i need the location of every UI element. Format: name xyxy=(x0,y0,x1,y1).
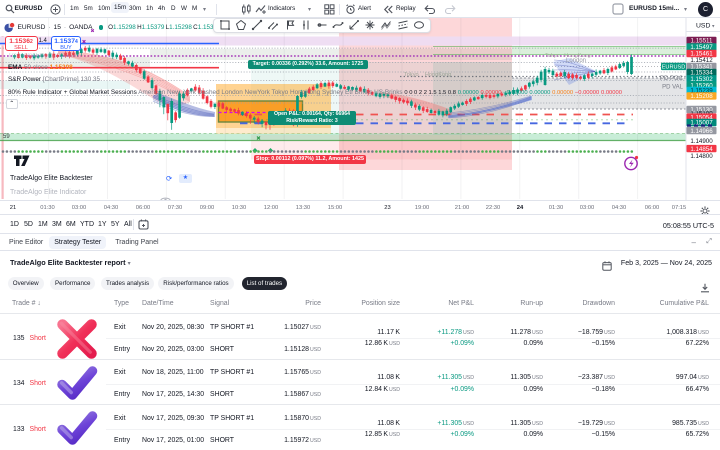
svg-text:1.14966: 1.14966 xyxy=(690,128,713,135)
svg-text:1.15461: 1.15461 xyxy=(690,51,713,58)
svg-text:1.15341: 1.15341 xyxy=(690,64,713,71)
svg-text:1.15302: 1.15302 xyxy=(690,76,713,83)
svg-text:1.15208: 1.15208 xyxy=(690,93,713,100)
svg-text:▾: ▾ xyxy=(712,24,715,30)
svg-text:1.15412: 1.15412 xyxy=(690,57,713,64)
svg-text:1.15260: 1.15260 xyxy=(690,82,713,89)
svg-text:1.15334: 1.15334 xyxy=(690,70,713,77)
svg-text:1.14900: 1.14900 xyxy=(690,138,713,145)
svg-text:1.15511: 1.15511 xyxy=(691,38,713,45)
svg-text:EURUSD: EURUSD xyxy=(662,65,686,71)
svg-text:PD VAL: PD VAL xyxy=(662,84,684,90)
svg-text:1.15497: 1.15497 xyxy=(690,44,713,51)
svg-text:1.15239: 1.15239 xyxy=(690,88,713,95)
svg-text:1.14800: 1.14800 xyxy=(690,153,713,160)
svg-text:USD: USD xyxy=(696,23,710,30)
svg-text:1.15007: 1.15007 xyxy=(690,120,713,127)
svg-text:1.15130: 1.15130 xyxy=(690,107,713,114)
svg-text:PD POC: PD POC xyxy=(660,76,684,82)
svg-text:1.15054: 1.15054 xyxy=(690,114,713,121)
svg-text:1.14854: 1.14854 xyxy=(690,146,713,153)
